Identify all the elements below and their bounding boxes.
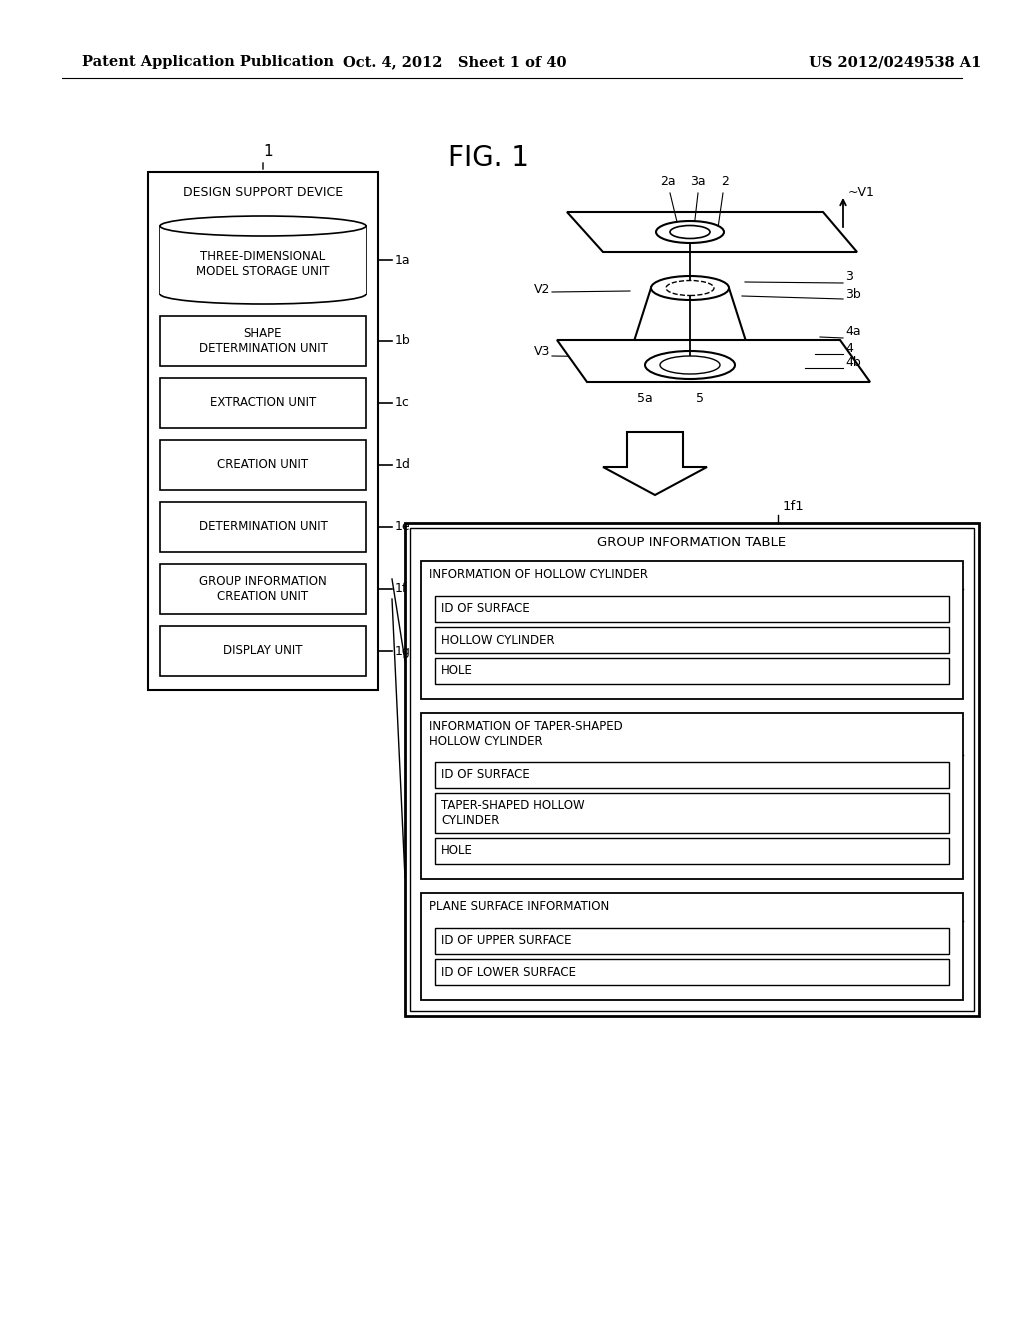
Text: 5a: 5a <box>637 392 653 405</box>
FancyBboxPatch shape <box>435 597 949 622</box>
Text: 4: 4 <box>845 342 853 355</box>
Polygon shape <box>557 341 870 381</box>
FancyBboxPatch shape <box>435 838 949 865</box>
Text: 4a: 4a <box>845 325 860 338</box>
Text: PLANE SURFACE INFORMATION: PLANE SURFACE INFORMATION <box>429 900 609 913</box>
FancyBboxPatch shape <box>435 960 949 985</box>
FancyBboxPatch shape <box>410 528 974 1011</box>
Text: DESIGN SUPPORT DEVICE: DESIGN SUPPORT DEVICE <box>183 186 343 198</box>
FancyBboxPatch shape <box>421 561 963 700</box>
Text: 1b: 1b <box>395 334 411 347</box>
FancyBboxPatch shape <box>435 928 949 954</box>
Ellipse shape <box>656 220 724 243</box>
Text: THREE-DIMENSIONAL
MODEL STORAGE UNIT: THREE-DIMENSIONAL MODEL STORAGE UNIT <box>197 249 330 279</box>
Text: 3a: 3a <box>690 176 706 187</box>
Text: 4b: 4b <box>845 356 861 370</box>
Text: HOLLOW CYLINDER: HOLLOW CYLINDER <box>441 634 555 647</box>
Ellipse shape <box>651 276 729 300</box>
FancyBboxPatch shape <box>435 762 949 788</box>
Text: Patent Application Publication: Patent Application Publication <box>82 55 334 69</box>
Ellipse shape <box>670 226 710 239</box>
FancyBboxPatch shape <box>435 657 949 684</box>
Text: 5: 5 <box>696 392 705 405</box>
Text: DISPLAY UNIT: DISPLAY UNIT <box>223 644 303 657</box>
Text: INFORMATION OF HOLLOW CYLINDER: INFORMATION OF HOLLOW CYLINDER <box>429 569 648 582</box>
FancyBboxPatch shape <box>160 626 366 676</box>
Text: ID OF UPPER SURFACE: ID OF UPPER SURFACE <box>441 935 571 948</box>
FancyBboxPatch shape <box>421 713 963 879</box>
Text: 2: 2 <box>721 176 729 187</box>
Text: GROUP INFORMATION TABLE: GROUP INFORMATION TABLE <box>597 536 786 549</box>
Text: 1c: 1c <box>395 396 410 409</box>
Text: ID OF LOWER SURFACE: ID OF LOWER SURFACE <box>441 965 575 978</box>
Text: EXTRACTION UNIT: EXTRACTION UNIT <box>210 396 316 409</box>
Polygon shape <box>603 432 707 495</box>
Text: V3: V3 <box>534 345 550 358</box>
FancyBboxPatch shape <box>148 172 378 690</box>
Text: DETERMINATION UNIT: DETERMINATION UNIT <box>199 520 328 533</box>
Text: ID OF SURFACE: ID OF SURFACE <box>441 768 529 781</box>
FancyBboxPatch shape <box>435 627 949 653</box>
Text: 1d: 1d <box>395 458 411 471</box>
FancyBboxPatch shape <box>160 378 366 428</box>
Text: HOLE: HOLE <box>441 664 473 677</box>
FancyBboxPatch shape <box>160 502 366 552</box>
Text: HOLE: HOLE <box>441 845 473 858</box>
FancyBboxPatch shape <box>435 793 949 833</box>
Text: 2a: 2a <box>660 176 676 187</box>
Text: 3: 3 <box>845 271 853 282</box>
FancyBboxPatch shape <box>421 894 963 1001</box>
Text: 1a: 1a <box>395 253 411 267</box>
Ellipse shape <box>160 216 366 236</box>
Ellipse shape <box>645 351 735 379</box>
Text: 1f1: 1f1 <box>782 500 804 513</box>
Text: ID OF SURFACE: ID OF SURFACE <box>441 602 529 615</box>
Text: US 2012/0249538 A1: US 2012/0249538 A1 <box>809 55 981 69</box>
Text: TAPER-SHAPED HOLLOW
CYLINDER: TAPER-SHAPED HOLLOW CYLINDER <box>441 799 585 828</box>
FancyBboxPatch shape <box>160 564 366 614</box>
Text: FIG. 1: FIG. 1 <box>449 144 529 172</box>
Text: 1f: 1f <box>395 582 408 595</box>
FancyBboxPatch shape <box>160 440 366 490</box>
Ellipse shape <box>666 281 714 296</box>
FancyBboxPatch shape <box>406 523 979 1016</box>
Text: V2: V2 <box>534 282 550 296</box>
Text: 1e: 1e <box>395 520 411 533</box>
Polygon shape <box>567 213 857 252</box>
Text: CREATION UNIT: CREATION UNIT <box>217 458 308 471</box>
Text: SHAPE
DETERMINATION UNIT: SHAPE DETERMINATION UNIT <box>199 327 328 355</box>
FancyBboxPatch shape <box>160 315 366 366</box>
Text: 3b: 3b <box>845 288 861 301</box>
Ellipse shape <box>660 356 720 374</box>
Text: 1: 1 <box>263 144 272 160</box>
Text: Oct. 4, 2012   Sheet 1 of 40: Oct. 4, 2012 Sheet 1 of 40 <box>343 55 566 69</box>
Text: GROUP INFORMATION
CREATION UNIT: GROUP INFORMATION CREATION UNIT <box>199 576 327 603</box>
Text: ~V1: ~V1 <box>848 186 874 198</box>
Text: INFORMATION OF TAPER-SHAPED
HOLLOW CYLINDER: INFORMATION OF TAPER-SHAPED HOLLOW CYLIN… <box>429 719 623 748</box>
FancyBboxPatch shape <box>160 226 366 294</box>
Text: 1g: 1g <box>395 644 411 657</box>
